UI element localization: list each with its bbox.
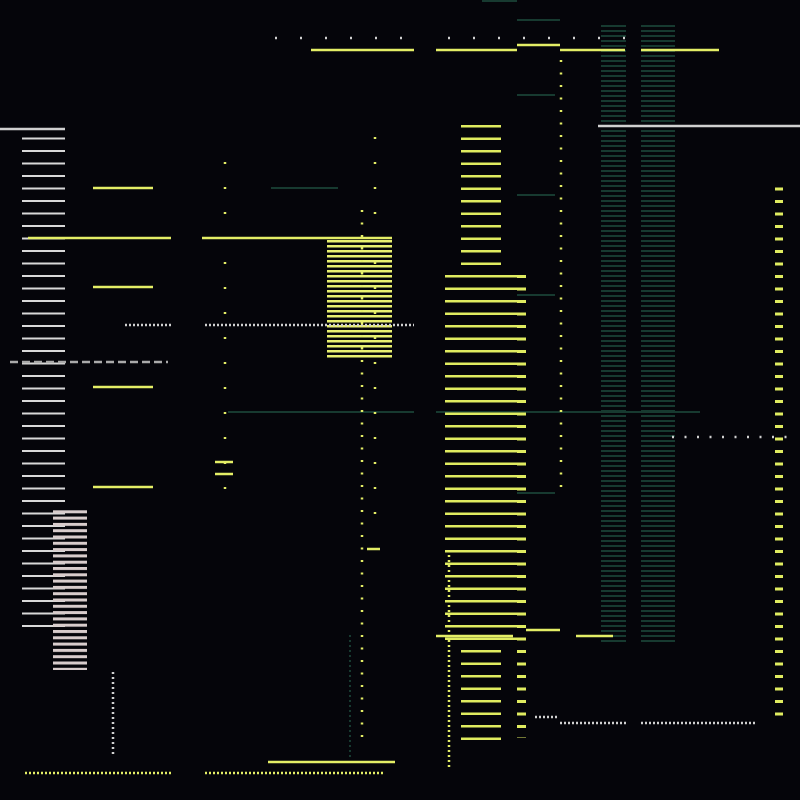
yellow-dashes [517, 268, 526, 738]
yellow-dots [25, 60, 563, 775]
white-lines [0, 36, 800, 755]
yellow-dashes [775, 183, 783, 723]
green-column [641, 25, 675, 645]
yellow-lines [28, 43, 719, 764]
yellow-column [461, 125, 501, 265]
yellow-block [327, 238, 392, 358]
pink-stripes [53, 510, 87, 670]
yellow-column [461, 286, 501, 662]
yellow-column [461, 650, 501, 740]
green-column [601, 25, 626, 645]
